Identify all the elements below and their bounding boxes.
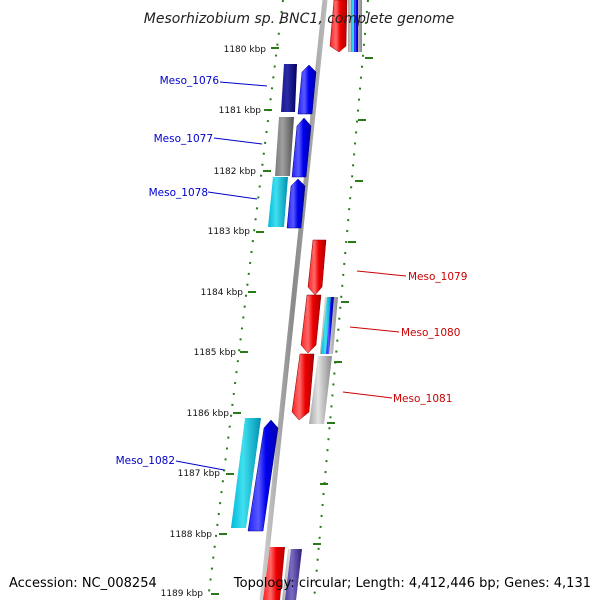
gene-meso-1077-arrow [291, 117, 312, 178]
topology-text: Topology: circular; Length: 4,412,446 bp… [233, 576, 591, 591]
leader-lines-right [342, 270, 407, 399]
right-dotted-guide [313, 0, 369, 600]
accession-text: Accession: NC_008254 [9, 576, 157, 591]
kbp-label: 1189 kbp [161, 589, 204, 599]
gene-meso-1076-arrow [297, 64, 317, 115]
gene-meso-1080-cyan [321, 297, 332, 354]
gene-meso-1081 [291, 353, 315, 421]
left-tick-marks [211, 47, 279, 595]
right-tick-marks [313, 57, 373, 545]
gene-block-top [329, 0, 362, 53]
gene-label-meso-1079[interactable]: Meso_1079 [408, 271, 467, 283]
gene-top-red [329, 0, 348, 53]
gene-label-meso-1076[interactable]: Meso_1076 [160, 75, 220, 87]
gene-meso-1079 [307, 239, 327, 296]
map-title: Mesorhizobium sp. BNC1, complete genome [144, 11, 455, 27]
gene-bottom-purple [285, 549, 302, 600]
gene-meso-1082-cyan [231, 418, 261, 528]
gene-top-cyan [351, 0, 356, 52]
gene-bottom-red [263, 547, 285, 600]
gene-meso-1078-arrow [286, 178, 306, 229]
gene-block-bottom [263, 547, 302, 600]
left-dotted-guide [207, 0, 284, 600]
kbp-label: 1185 kbp [194, 348, 237, 358]
gene-meso-1080 [300, 294, 322, 354]
gene-label-meso-1081[interactable]: Meso_1081 [393, 393, 452, 405]
kbp-label: 1187 kbp [178, 469, 221, 479]
gene-meso-1078-cyan [268, 177, 288, 227]
kbp-label: 1182 kbp [214, 167, 257, 177]
gene-label-meso-1077[interactable]: Meso_1077 [154, 133, 213, 145]
kbp-label: 1188 kbp [170, 530, 213, 540]
gene-meso-1077-gray [275, 117, 294, 176]
kbp-label: 1186 kbp [187, 409, 230, 419]
kbp-label: 1180 kbp [224, 45, 267, 55]
gene-label-meso-1082[interactable]: Meso_1082 [116, 455, 175, 467]
genome-backbone [259, 0, 328, 600]
gene-meso-1080-blue [326, 297, 334, 354]
kbp-label: 1184 kbp [201, 288, 244, 298]
gene-meso-1082-arrow [247, 419, 279, 532]
gene-label-meso-1078[interactable]: Meso_1078 [149, 187, 208, 199]
gene-top-blue [354, 0, 358, 52]
kbp-labels: 1180 kbp 1181 kbp 1182 kbp 1183 kbp 1184… [161, 45, 267, 599]
leader-lines-left [175, 81, 268, 471]
gene-meso-1081-lightgray [309, 356, 332, 424]
gene-label-meso-1080[interactable]: Meso_1080 [401, 327, 460, 339]
kbp-label: 1181 kbp [219, 106, 262, 116]
gene-meso-1076-navy [281, 64, 297, 112]
kbp-label: 1183 kbp [208, 227, 251, 237]
